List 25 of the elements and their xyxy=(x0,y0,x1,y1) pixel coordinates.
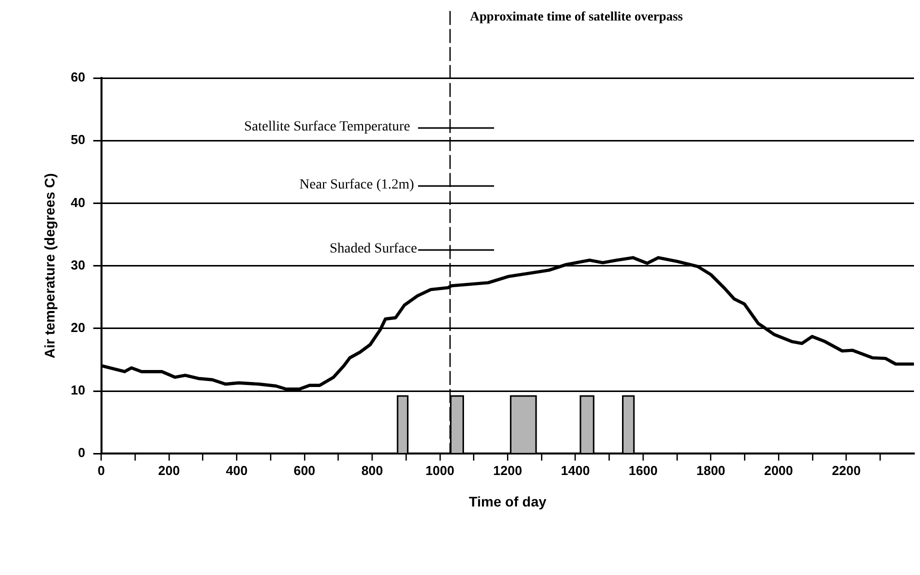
y-tick-label: 30 xyxy=(70,257,86,272)
x-tick-label: 200 xyxy=(158,462,180,478)
y-tick-label: 60 xyxy=(70,70,86,85)
x-tick-label: 0 xyxy=(98,462,105,478)
annotation: Satellite Surface Temperature xyxy=(244,120,410,135)
x-tick-label: 2200 xyxy=(832,462,861,478)
x-tick-label: 1600 xyxy=(628,462,658,478)
annotation: Near Surface (1.2m) xyxy=(299,178,414,193)
y-tick-label: 0 xyxy=(78,445,86,460)
x-tick-label: 800 xyxy=(361,462,384,478)
x-tick-label: 400 xyxy=(226,462,248,478)
x-tick-label: 1800 xyxy=(696,462,726,478)
x-tick-label: 2000 xyxy=(764,462,794,478)
y-tick-label: 10 xyxy=(70,382,86,398)
annotation: Shaded Surface xyxy=(330,242,418,257)
y-axis-title: Air temperature (degrees C) xyxy=(41,173,58,358)
y-tick-label: 20 xyxy=(70,320,86,335)
x-tick-label: 600 xyxy=(294,462,316,478)
y-tick-label: 50 xyxy=(70,132,86,148)
x-axis-title: Time of day xyxy=(468,493,547,510)
x-tick-label: 1000 xyxy=(425,462,454,478)
ref-line-label: Approximate time of satellite overpass xyxy=(470,8,683,24)
x-tick-label: 1400 xyxy=(560,462,590,478)
x-tick-label: 1200 xyxy=(493,462,522,478)
y-tick-label: 40 xyxy=(70,194,86,210)
